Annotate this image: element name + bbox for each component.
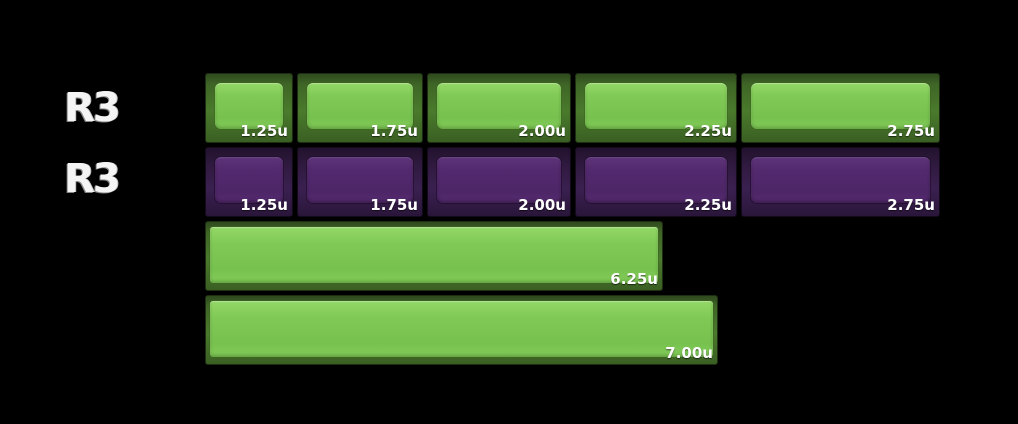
keycap-legend: 1.75u xyxy=(370,196,418,214)
keycap-top xyxy=(215,157,283,203)
keycap-purple-2-25u: 2.25u xyxy=(575,147,737,217)
keycap-top xyxy=(307,157,413,203)
keycap-green-2-00u: 2.00u xyxy=(427,73,571,143)
keycap-legend: 2.75u xyxy=(887,122,935,140)
keycap-legend: 2.25u xyxy=(684,122,732,140)
keycap-top xyxy=(437,83,561,129)
keycap-purple-2-75u: 2.75u xyxy=(741,147,940,217)
keycap-top xyxy=(585,157,727,203)
spacebar-7-00u: 7.00u xyxy=(205,295,718,365)
keycap-top xyxy=(210,301,713,357)
keycap-green-1-75u: 1.75u xyxy=(297,73,423,143)
keycap-purple-1-75u: 1.75u xyxy=(297,147,423,217)
keycap-legend: 1.25u xyxy=(240,122,288,140)
keycap-top xyxy=(751,157,930,203)
keycap-top xyxy=(215,83,283,129)
keycap-green-2-75u: 2.75u xyxy=(741,73,940,143)
keycap-top xyxy=(437,157,561,203)
keycap-top xyxy=(210,227,658,283)
keycap-green-2-25u: 2.25u xyxy=(575,73,737,143)
keycap-legend: 6.25u xyxy=(610,270,658,288)
keycap-legend: 2.00u xyxy=(518,196,566,214)
keycap-purple-1-25u: 1.25u xyxy=(205,147,293,217)
keycap-legend: 2.25u xyxy=(684,196,732,214)
keycap-top xyxy=(585,83,727,129)
keycap-legend: 7.00u xyxy=(665,344,713,362)
keycap-legend: 2.75u xyxy=(887,196,935,214)
row-label-green: R3 xyxy=(64,85,121,131)
keycap-legend: 1.75u xyxy=(370,122,418,140)
keycap-top xyxy=(307,83,413,129)
spacebar-6-25u: 6.25u xyxy=(205,221,663,291)
keycap-legend: 1.25u xyxy=(240,196,288,214)
keycap-top xyxy=(751,83,930,129)
row-label-purple: R3 xyxy=(64,156,121,202)
keycap-legend: 2.00u xyxy=(518,122,566,140)
keycap-purple-2-00u: 2.00u xyxy=(427,147,571,217)
keycap-green-1-25u: 1.25u xyxy=(205,73,293,143)
